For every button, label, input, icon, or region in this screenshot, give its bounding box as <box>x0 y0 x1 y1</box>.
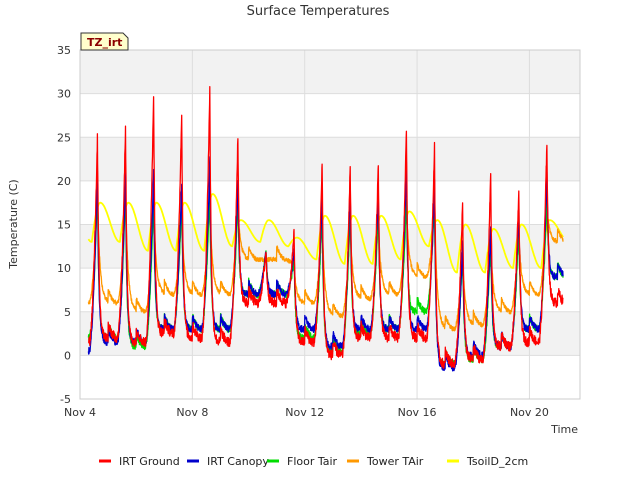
badge-label: TZ_irt <box>87 36 122 49</box>
y-tick-label: 20 <box>57 175 71 188</box>
x-tick-label: Nov 20 <box>510 406 549 419</box>
legend-item: IRT Canopy <box>187 455 269 468</box>
y-tick-label: 30 <box>57 88 71 101</box>
legend-item: Floor Tair <box>267 455 338 468</box>
plot-area <box>79 49 581 400</box>
legend-item: TsoilD_2cm <box>447 455 528 468</box>
y-tick-label: 5 <box>64 306 71 319</box>
series-layer <box>87 86 564 372</box>
background-band <box>80 50 580 94</box>
legend-label: IRT Canopy <box>207 455 269 468</box>
x-axis-title: Time <box>550 423 578 436</box>
x-axis-ticks: Nov 4 Nov 8 Nov 12 Nov 16 Nov 20 <box>64 406 549 419</box>
legend-label: IRT Ground <box>119 455 180 468</box>
legend-label: TsoilD_2cm <box>466 455 528 468</box>
y-tick-label: 35 <box>57 44 71 57</box>
legend-label: Tower TAir <box>366 455 424 468</box>
y-tick-label: 10 <box>57 262 71 275</box>
x-tick-label: Nov 4 <box>64 406 96 419</box>
y-axis-title: Temperature (C) <box>7 179 20 269</box>
series-line-tower-tair <box>87 196 564 332</box>
chart-title: Surface Temperatures <box>247 4 390 19</box>
y-tick-label: 15 <box>57 219 71 232</box>
x-tick-label: Nov 16 <box>398 406 437 419</box>
y-tick-label: 0 <box>64 349 71 362</box>
badge: TZ_irt <box>80 32 129 51</box>
legend: IRT Ground IRT Canopy Floor Tair Tower TAir… <box>99 455 528 468</box>
legend-label: Floor Tair <box>287 455 338 468</box>
background-band <box>80 137 580 181</box>
x-tick-label: Nov 8 <box>176 406 208 419</box>
series-line-irt-ground <box>87 86 564 369</box>
series-line-tsoild-2cm <box>87 193 564 274</box>
y-tick-label: -5 <box>60 393 71 406</box>
x-tick-label: Nov 12 <box>285 406 324 419</box>
y-axis-ticks: -5 0 5 10 15 20 25 30 35 <box>57 44 71 406</box>
badge-shape <box>80 32 129 51</box>
y-tick-label: 25 <box>57 131 71 144</box>
legend-item: Tower TAir <box>347 455 424 468</box>
legend-item: IRT Ground <box>99 455 180 468</box>
